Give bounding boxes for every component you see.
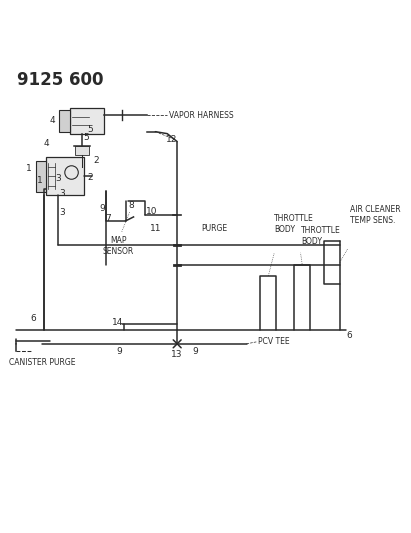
FancyBboxPatch shape: [75, 147, 89, 156]
Text: 13: 13: [171, 350, 182, 359]
Text: 1: 1: [37, 176, 42, 185]
Text: AIR CLEANER
TEMP SENS.: AIR CLEANER TEMP SENS.: [351, 205, 401, 225]
Text: 9: 9: [117, 348, 122, 356]
Text: 3: 3: [59, 208, 65, 217]
FancyBboxPatch shape: [70, 108, 104, 134]
Text: 2: 2: [87, 173, 93, 182]
Text: THROTTLE
BODY: THROTTLE BODY: [301, 226, 341, 246]
Text: 1: 1: [26, 164, 32, 173]
Text: 10: 10: [146, 207, 158, 216]
Text: 8: 8: [129, 201, 134, 210]
Text: THROTTLE
BODY: THROTTLE BODY: [274, 214, 314, 234]
Text: 11: 11: [150, 224, 161, 233]
Text: 12: 12: [166, 135, 177, 144]
Text: 5: 5: [83, 133, 89, 142]
Text: 4: 4: [49, 116, 55, 125]
Text: 6: 6: [346, 332, 352, 341]
FancyBboxPatch shape: [37, 160, 46, 192]
Text: 7: 7: [105, 214, 111, 223]
FancyBboxPatch shape: [59, 110, 70, 132]
Text: 5: 5: [88, 125, 93, 133]
Text: 9125 600: 9125 600: [16, 71, 103, 89]
Text: 3: 3: [59, 189, 65, 198]
Text: 9: 9: [99, 205, 105, 214]
Text: 6: 6: [30, 313, 36, 322]
Text: PURGE: PURGE: [201, 224, 227, 233]
Text: 3: 3: [55, 174, 61, 183]
Text: 9: 9: [192, 348, 198, 356]
Text: VAPOR HARNESS: VAPOR HARNESS: [169, 110, 234, 119]
Text: CANISTER PURGE: CANISTER PURGE: [9, 358, 75, 367]
FancyBboxPatch shape: [46, 157, 84, 195]
Text: 14: 14: [112, 318, 123, 327]
Text: 4: 4: [44, 139, 49, 148]
Text: 2: 2: [93, 156, 99, 165]
Text: PCV TEE: PCV TEE: [258, 337, 289, 346]
Text: MAP
SENSOR: MAP SENSOR: [102, 236, 134, 256]
